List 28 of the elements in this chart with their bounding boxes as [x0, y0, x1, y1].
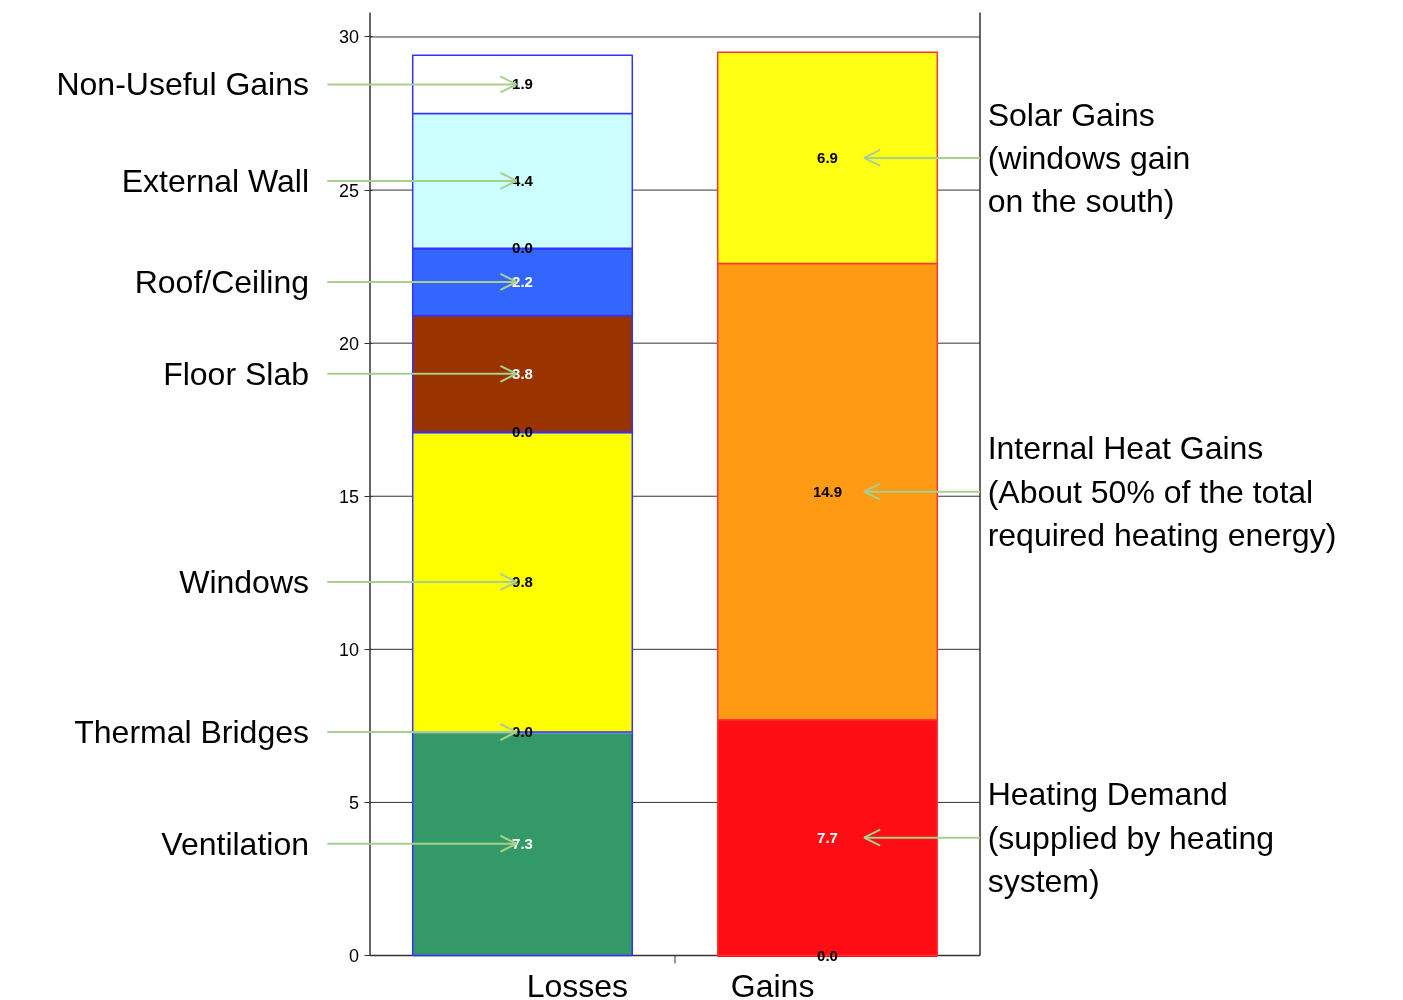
y-tick-label: 20	[338, 333, 360, 354]
series-label: Heating Demand (supplied by heating system)	[987, 776, 1275, 899]
data-label: 6.9	[817, 148, 838, 166]
y-tick-label: 15	[338, 486, 360, 507]
x-tick-label: Losses	[526, 967, 629, 1000]
y-tick-label: 30	[338, 27, 360, 48]
data-label: 2.2	[512, 272, 533, 290]
x-tick-label: Gains	[730, 967, 815, 1000]
text: Floor Slab	[163, 355, 309, 392]
text: Ventilation	[161, 825, 309, 862]
data-label: 1.9	[512, 75, 533, 93]
text: Windows	[179, 563, 309, 600]
data-label: 14.9	[812, 482, 843, 500]
series-label: Internal Heat Gains (About 50% of the total required heating energy)	[987, 430, 1337, 553]
y-tick-label: 0	[348, 946, 359, 966]
y-tick-label: 25	[338, 180, 360, 201]
text: Thermal Bridges	[74, 714, 309, 750]
text: Roof/Ceiling	[134, 263, 309, 300]
y-tick-label: 5	[348, 792, 359, 813]
data-label: 7.7	[817, 828, 838, 846]
data-label: 7.3	[512, 834, 533, 852]
data-label: 0.0	[512, 422, 533, 440]
data-label: 3.8	[512, 364, 533, 382]
text: External Wall	[121, 162, 309, 199]
data-label: 0.0	[512, 239, 533, 257]
text: Non-Useful Gains	[56, 66, 309, 103]
series-label: Solar Gains (windows gain on the south)	[987, 96, 1191, 220]
y-tick-label: 10	[338, 639, 360, 660]
